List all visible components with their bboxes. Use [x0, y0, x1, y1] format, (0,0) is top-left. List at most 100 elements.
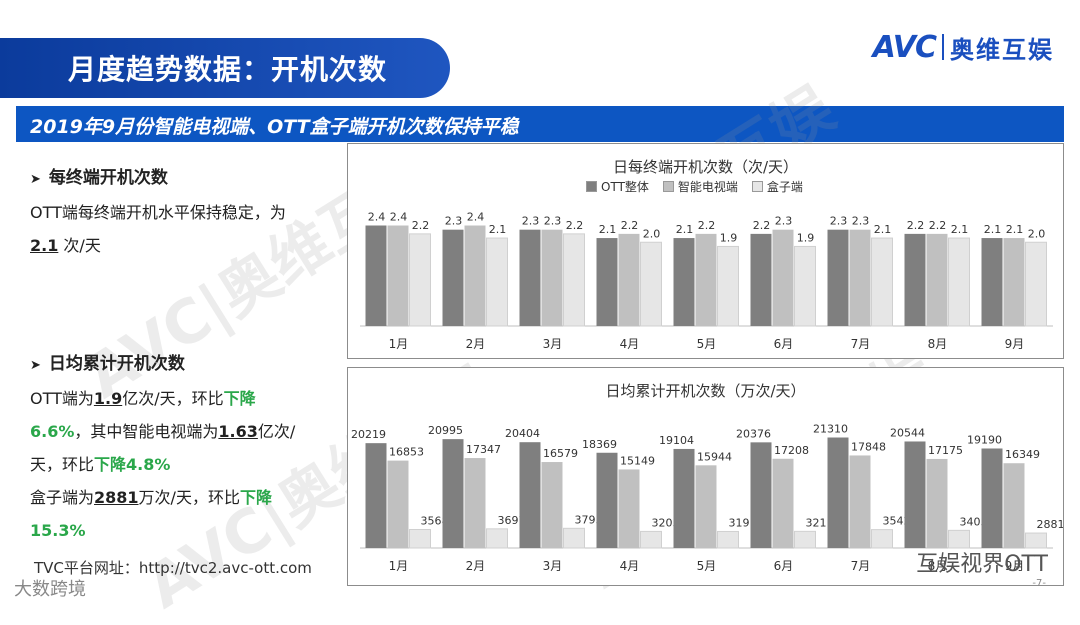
- bar-4月-s1: [618, 233, 640, 326]
- highlight-value: 1.9: [93, 389, 123, 408]
- data-label: 15944: [697, 450, 732, 463]
- x-tick-label: 8月: [928, 559, 948, 573]
- bar-2月-s1: [464, 225, 486, 326]
- bar-1月-s2: [409, 528, 431, 549]
- text: 盒子端为: [30, 488, 95, 507]
- x-tick-label: 8月: [928, 337, 948, 351]
- section-daily-total: ➤ 日均累计开机次数 OTT端为1.9亿次/天，环比下降 6.6%，其中智能电视端…: [30, 348, 330, 547]
- bar-1月-s2: [409, 233, 431, 327]
- bar-7月-s2: [871, 529, 893, 549]
- bar-3月-s2: [563, 527, 585, 549]
- platform-url[interactable]: TVC平台网址：http://tvc2.avc-ott.com: [34, 559, 312, 577]
- data-label: 2.1: [599, 223, 617, 236]
- data-label: 3697: [498, 514, 526, 527]
- bar-6月-s2: [794, 245, 816, 327]
- bar-2月-s2: [486, 528, 508, 549]
- legend-item: OTT整体: [586, 178, 649, 195]
- summary-line: 2.1 次/天: [30, 229, 330, 262]
- bar-5月-s1: [695, 233, 717, 326]
- arrow-icon: ➤: [30, 358, 41, 373]
- text: 亿次/: [257, 422, 296, 441]
- bar-8月-s2: [948, 237, 970, 327]
- data-label: 20219: [351, 428, 386, 441]
- chart-legend: OTT整体 智能电视端 盒子端: [586, 178, 803, 195]
- data-label: 2.3: [445, 215, 463, 228]
- highlight-value: 1.63: [218, 422, 258, 441]
- x-tick-label: 3月: [543, 337, 563, 351]
- x-tick-label: 6月: [774, 559, 794, 573]
- data-label: 2.3: [830, 215, 848, 228]
- data-label: 19104: [659, 434, 694, 447]
- trend-text: 下降: [223, 389, 256, 408]
- bar-8月-s0: [904, 441, 926, 548]
- summary-line: OTT端每终端开机水平保持稳定，为: [30, 203, 286, 222]
- bar-4月-s0: [596, 238, 618, 326]
- x-tick-label: 2月: [466, 337, 486, 351]
- subtitle-banner: 2019年9月份智能电视端、OTT盒子端开机次数保持平稳: [16, 106, 1064, 142]
- text: 亿次/天，环比: [122, 389, 224, 408]
- logo-divider: [942, 34, 944, 60]
- arrow-icon: ➤: [30, 172, 41, 187]
- bar-3月-s1: [541, 229, 563, 326]
- x-tick-label: 7月: [851, 559, 871, 573]
- data-label: 16853: [389, 446, 424, 459]
- bar-6月-s0: [750, 442, 772, 548]
- title-banner: 月度趋势数据：开机次数: [0, 38, 450, 98]
- summary-line: 6.6%，其中智能电视端为1.63亿次/: [30, 415, 330, 448]
- avc-logo: AVC 奥维互娱: [872, 29, 1054, 65]
- bar-8月-s0: [904, 233, 926, 326]
- text: OTT端为: [30, 389, 94, 408]
- x-tick-label: 6月: [774, 337, 794, 351]
- bar-2月-s0: [442, 439, 464, 548]
- subtitle-text: 2019年9月份智能电视端、OTT盒子端开机次数保持平稳: [30, 116, 519, 138]
- legend-label: 智能电视端: [677, 180, 738, 194]
- unit-text: 次/天: [58, 236, 101, 255]
- data-label: 2.1: [951, 223, 969, 236]
- bar-9月-s2: [1025, 532, 1047, 549]
- section-title: ➤ 日均累计开机次数: [30, 348, 330, 382]
- x-tick-label: 1月: [389, 337, 409, 351]
- data-label: 2.4: [368, 211, 386, 224]
- bar-8月-s1: [926, 458, 948, 548]
- bar-9月-s2: [1025, 241, 1047, 327]
- bar-5月-s2: [717, 245, 739, 327]
- data-label: 2.1: [874, 223, 892, 236]
- legend-label: 盒子端: [766, 180, 803, 194]
- trend-text: 下降: [239, 488, 272, 507]
- data-label: 21310: [813, 423, 848, 436]
- legend-swatch: [586, 181, 597, 192]
- data-label: 3542: [883, 515, 911, 528]
- bar-3月-s0: [519, 442, 541, 548]
- bar-7月-s0: [827, 229, 849, 326]
- x-tick-label: 5月: [697, 559, 717, 573]
- data-label: 3568: [421, 514, 449, 527]
- data-label: 16579: [543, 447, 578, 460]
- data-label: 2.2: [929, 219, 947, 232]
- x-tick-label: 9月: [1005, 559, 1025, 573]
- bar-2月-s2: [486, 237, 508, 327]
- section-per-terminal: ➤ 每终端开机次数 OTT端每终端开机水平保持稳定，为 2.1 次/天: [30, 162, 330, 262]
- data-label: 2.1: [984, 223, 1002, 236]
- bar-6月-s2: [794, 530, 816, 549]
- bar-4月-s1: [618, 469, 640, 548]
- data-label: 2.2: [698, 219, 716, 232]
- section-title-text: 每终端开机次数: [48, 168, 168, 188]
- data-label: 16349: [1005, 448, 1040, 461]
- bar-7月-s1: [849, 229, 871, 326]
- footer-watermark: 大数跨境: [14, 579, 86, 600]
- chart-per-terminal: 日每终端开机次数（次/天） OTT整体 智能电视端 盒子端 2.4 2.4 2.2 1…: [347, 143, 1064, 359]
- bar-9月-s1: [1003, 463, 1025, 548]
- legend-label: OTT整体: [601, 180, 649, 194]
- data-label: 2.0: [643, 227, 661, 240]
- trend-text: 下降4.8%: [94, 455, 171, 474]
- bar-2月-s1: [464, 458, 486, 548]
- legend-item: 盒子端: [751, 178, 803, 195]
- section-title: ➤ 每终端开机次数: [30, 162, 330, 196]
- summary-line: OTT端为1.9亿次/天，环比下降: [30, 382, 330, 415]
- logo-avc-text: AVC: [872, 29, 937, 65]
- bar-1月-s1: [387, 225, 409, 326]
- data-label: 2.2: [753, 219, 771, 232]
- bar-5月-s0: [673, 448, 695, 548]
- bar-3月-s1: [541, 462, 563, 548]
